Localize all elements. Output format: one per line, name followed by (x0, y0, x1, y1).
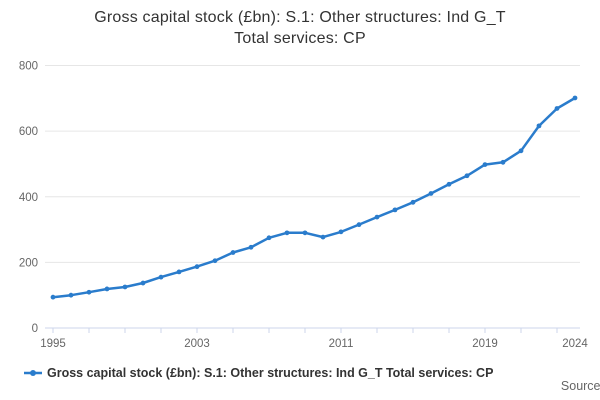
y-tick-label-0: 0 (32, 323, 38, 335)
data-point-2013 (374, 214, 380, 220)
data-point-2015 (410, 199, 416, 205)
data-point-2001 (158, 274, 164, 280)
data-point-2019 (482, 162, 488, 167)
data-point-2010 (320, 234, 326, 240)
data-point-2009 (302, 230, 308, 236)
series-line (51, 96, 577, 299)
x-tick-label-2011: 2011 (329, 338, 354, 350)
data-point-2005 (230, 250, 236, 255)
data-point-2000 (140, 280, 146, 286)
data-point-2022 (536, 123, 542, 129)
data-point-2014 (392, 207, 398, 213)
data-point-2024 (572, 95, 578, 101)
chart-title-line2: Total services: CP (234, 30, 366, 47)
data-point-2006 (248, 244, 254, 250)
source-label: Source: (560, 379, 600, 393)
y-tick-label-400: 400 (19, 192, 38, 204)
data-point-1995 (50, 294, 56, 300)
y-tick-label-200: 200 (19, 257, 38, 269)
data-point-2003 (194, 264, 200, 270)
legend-item[interactable]: Gross capital stock (£bn): S.1: Other st… (24, 364, 493, 382)
data-point-2004 (212, 258, 218, 264)
data-point-1998 (104, 286, 110, 292)
data-point-2018 (464, 173, 470, 179)
data-point-2023 (554, 106, 560, 111)
x-tick-label-1995: 1995 (40, 338, 66, 350)
legend-series-label: Gross capital stock (£bn): S.1: Other st… (47, 366, 494, 380)
data-point-2007 (266, 235, 272, 241)
x-tick-label-2003: 2003 (184, 338, 210, 350)
data-point-2011 (338, 229, 344, 235)
legend-series-icon (24, 370, 42, 376)
data-point-2016 (428, 191, 434, 196)
data-point-2017 (446, 181, 452, 187)
x-tick-label-2019: 2019 (472, 338, 498, 350)
data-point-2012 (356, 222, 362, 228)
data-point-2002 (176, 269, 182, 275)
x-tick-label-2024: 2024 (562, 338, 588, 350)
data-point-1999 (122, 284, 128, 290)
y-tick-label-800: 800 (19, 61, 38, 73)
data-point-1996 (68, 292, 74, 298)
data-point-2008 (284, 230, 290, 236)
chart-title-line1: Gross capital stock (£bn): S.1: Other st… (94, 9, 506, 26)
chart-title: Gross capital stock (£bn): S.1: Other st… (0, 7, 600, 49)
y-tick-label-600: 600 (19, 126, 38, 138)
data-point-2020 (500, 159, 506, 165)
data-point-2021 (518, 148, 524, 154)
data-point-1997 (86, 289, 92, 295)
